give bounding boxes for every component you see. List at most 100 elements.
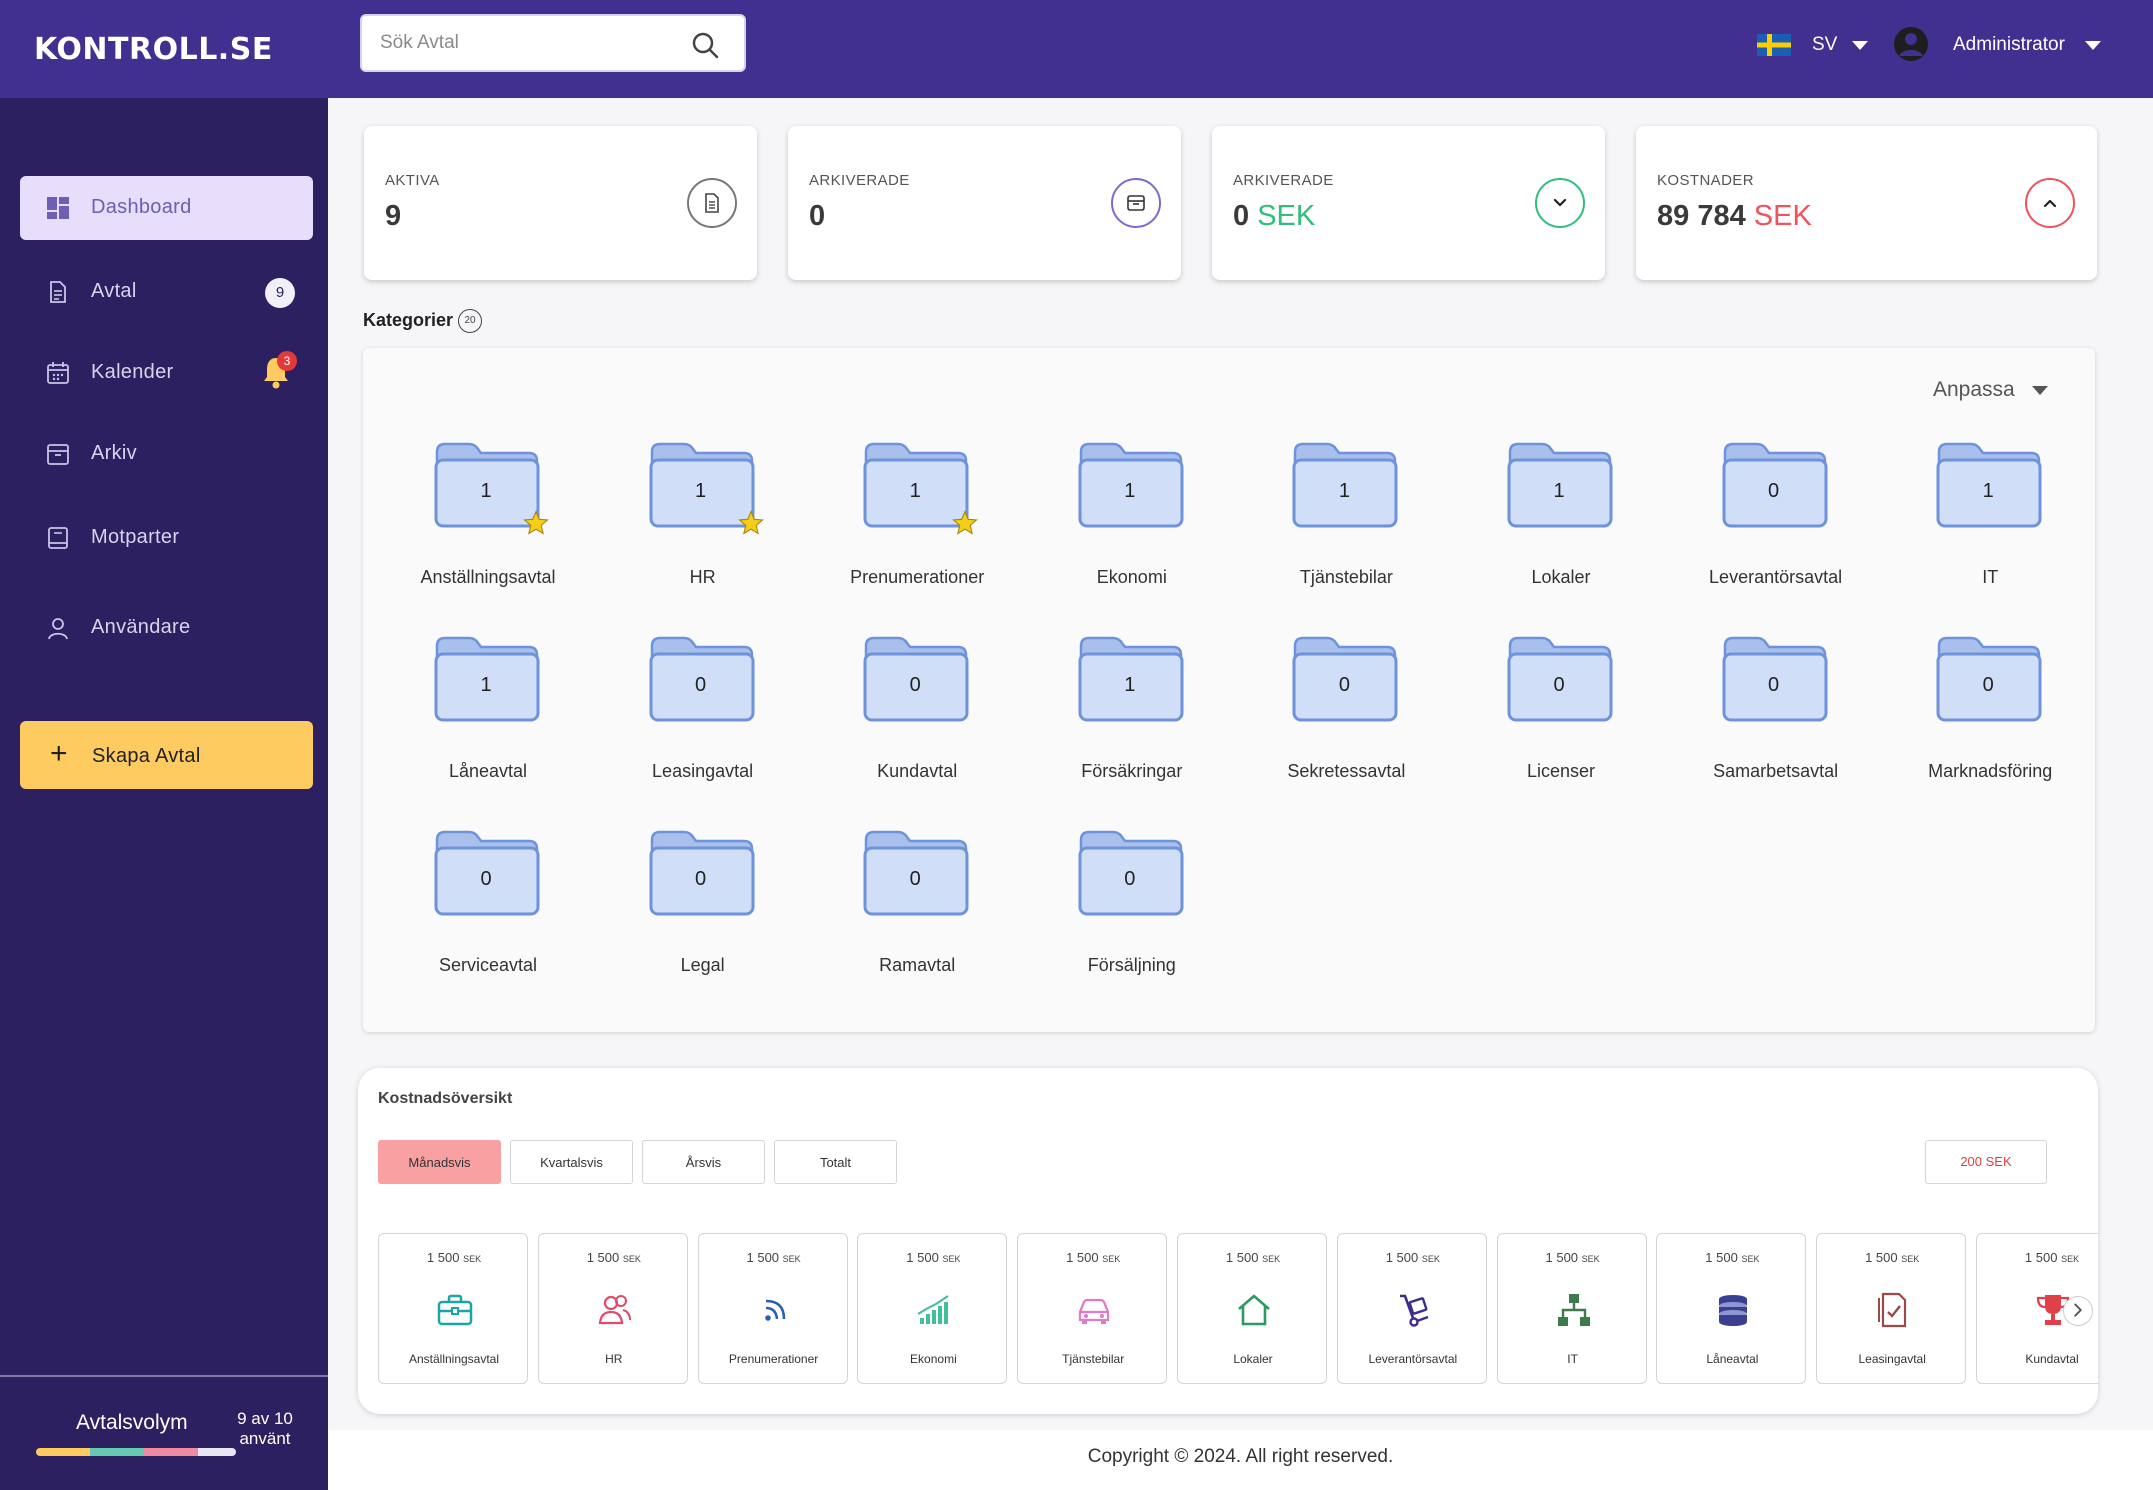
folder-icon [1078, 636, 1184, 722]
search-icon[interactable] [690, 30, 720, 60]
volume-count: 9 av 10 använt [228, 1409, 302, 1449]
category-name: IT [1982, 567, 1999, 587]
cost-card[interactable]: 1 500 SEK Anställningsavtal [378, 1233, 528, 1384]
user-chevron-down-icon[interactable] [2085, 41, 2101, 50]
folder-icon [434, 636, 540, 722]
tab-quarterly[interactable]: Kvartalsvis [510, 1140, 633, 1184]
user-menu[interactable]: Administrator [1953, 34, 2065, 55]
customize-chevron-down-icon[interactable] [2032, 386, 2048, 395]
folder-icon [863, 830, 969, 916]
cost-card[interactable]: 1 500 SEK Låneavtal [1656, 1233, 1807, 1384]
document-icon [687, 178, 737, 228]
tab-monthly[interactable]: Månadsvis [378, 1140, 501, 1184]
calendar-icon [47, 362, 69, 384]
category-name: Lokaler [1531, 567, 1591, 587]
star-icon[interactable] [952, 510, 979, 536]
stat-unit: SEK [1257, 200, 1316, 232]
customize-dropdown[interactable]: Anpassa [1933, 378, 2015, 401]
category-count: 0 [1124, 868, 1136, 890]
category-folder[interactable]: 1 Försäkringar [1017, 634, 1217, 814]
cost-amount: 1 500 SEK [1225, 1250, 1281, 1265]
sidebar: Dashboard Avtal 9 Kalender 3 Arkiv Motpa… [0, 98, 328, 1490]
volume-progress-bar [36, 1448, 236, 1456]
stat-card-arkiverade-sek[interactable]: ARKIVERADE 0 SEK [1212, 126, 1605, 280]
category-folder[interactable]: 0 Leasingavtal [588, 634, 788, 814]
document-icon [50, 281, 66, 303]
category-name: Licenser [1526, 761, 1596, 781]
category-folder[interactable]: 0 Ramavtal [802, 828, 1002, 1008]
stat-card-kostnader[interactable]: KOSTNADER 89 784 SEK [1636, 126, 2097, 280]
category-folder[interactable]: 0 Samarbetsavtal [1661, 634, 1861, 814]
search-input[interactable] [380, 28, 680, 58]
folder-icon [1507, 636, 1613, 722]
contract-icon [1878, 1292, 1907, 1328]
category-folder[interactable]: 1 Ekonomi [1017, 440, 1217, 620]
category-name: HR [689, 567, 716, 587]
search-box[interactable] [360, 14, 746, 72]
sidebar-item-kalender[interactable]: Kalender 3 [20, 341, 313, 405]
cost-card[interactable]: 1 500 SEK Ekonomi [857, 1233, 1008, 1384]
sidebar-item-dashboard[interactable]: Dashboard [20, 176, 313, 240]
sidebar-item-motparter[interactable]: Motparter [20, 506, 313, 570]
stat-card-aktiva[interactable]: AKTIVA 9 [364, 126, 757, 280]
category-folder[interactable]: 0 Sekretessavtal [1231, 634, 1431, 814]
star-icon[interactable] [523, 510, 549, 536]
star-icon[interactable] [737, 510, 764, 536]
cost-card[interactable]: 1 500 SEK IT [1496, 1233, 1647, 1384]
category-folder[interactable]: 0 Legal [588, 828, 788, 1008]
cost-category-name: Lokaler [1233, 1352, 1273, 1366]
plus-icon: + [50, 737, 68, 770]
scroll-right-button[interactable] [2063, 1296, 2093, 1326]
cost-total-badge[interactable]: 200 SEK [1925, 1140, 2047, 1184]
category-folder[interactable]: 1 Lokaler [1446, 440, 1646, 620]
category-name: Tjänstebilar [1299, 567, 1393, 587]
category-folder[interactable]: 1 HR [588, 440, 788, 620]
category-folder[interactable]: 1 Prenumerationer [802, 440, 1002, 620]
tab-total[interactable]: Totalt [774, 1140, 897, 1184]
create-contract-button[interactable]: + Skapa Avtal [20, 721, 313, 789]
language-chevron-down-icon[interactable] [1852, 41, 1868, 50]
category-count: 1 [1553, 480, 1565, 502]
sidebar-item-label: Användare [91, 616, 191, 638]
category-folder[interactable]: 0 Försäljning [1017, 828, 1217, 1008]
category-folder[interactable]: 1 Anställningsavtal [373, 440, 573, 620]
stat-unit: SEK [1753, 200, 1812, 232]
folder-icon [1292, 442, 1398, 528]
category-folder[interactable]: 0 Leverantörsavtal [1661, 440, 1861, 620]
stat-value: 9 [385, 200, 402, 232]
stat-card-arkiverade[interactable]: ARKIVERADE 0 [788, 126, 1181, 280]
cost-card[interactable]: 1 500 SEK Tjänstebilar [1017, 1233, 1168, 1384]
language-selector[interactable]: SV [1812, 34, 1838, 55]
cost-card[interactable]: 1 500 SEK HR [537, 1233, 688, 1384]
cost-card[interactable]: 1 500 SEK Leasingavtal [1816, 1233, 1967, 1384]
category-folder[interactable]: 0 Licenser [1446, 634, 1646, 814]
stat-value: 0 SEK [1233, 200, 1315, 233]
user-avatar-icon[interactable] [1894, 26, 1928, 62]
cost-amount: 1 500 SEK [1066, 1250, 1121, 1265]
sidebar-item-avtal[interactable]: Avtal 9 [20, 260, 313, 324]
sidebar-item-arkiv[interactable]: Arkiv [20, 422, 313, 486]
category-folder[interactable]: 0 Serviceavtal [373, 828, 573, 1008]
cost-card[interactable]: 1 500 SEK Prenumerationer [697, 1233, 848, 1384]
folder-icon [434, 830, 540, 916]
folder-icon [863, 442, 969, 528]
category-folder[interactable]: 0 Kundavtal [802, 634, 1002, 814]
cost-card[interactable]: 1 500 SEK Leverantörsavtal [1336, 1233, 1487, 1384]
cost-card[interactable]: 1 500 SEK Lokaler [1177, 1233, 1327, 1384]
cost-card[interactable]: 1 500 SEK Kundavtal [1976, 1233, 2098, 1384]
tab-yearly[interactable]: Årsvis [642, 1140, 765, 1184]
category-folder[interactable]: 1 IT [1875, 440, 2075, 620]
app-logo[interactable]: KONTROLL.SE [34, 32, 273, 67]
category-name: Leasingavtal [652, 761, 754, 781]
sidebar-item-anvandare[interactable]: Användare [20, 596, 313, 660]
copyright-text: Copyright © 2024. All right reserved. [1087, 1446, 1394, 1467]
category-folder[interactable]: 1 Låneavtal [373, 634, 573, 814]
notification-badge: 3 [277, 351, 297, 371]
sidebar-item-label: Motparter [91, 526, 180, 548]
category-folder[interactable]: 1 Tjänstebilar [1231, 440, 1431, 620]
category-name: Ekonomi [1096, 567, 1167, 587]
folder-icon [1722, 636, 1828, 722]
folder-icon [1078, 442, 1184, 528]
swedish-flag-icon[interactable] [1757, 34, 1791, 56]
category-folder[interactable]: 0 Marknadsföring [1875, 634, 2075, 814]
